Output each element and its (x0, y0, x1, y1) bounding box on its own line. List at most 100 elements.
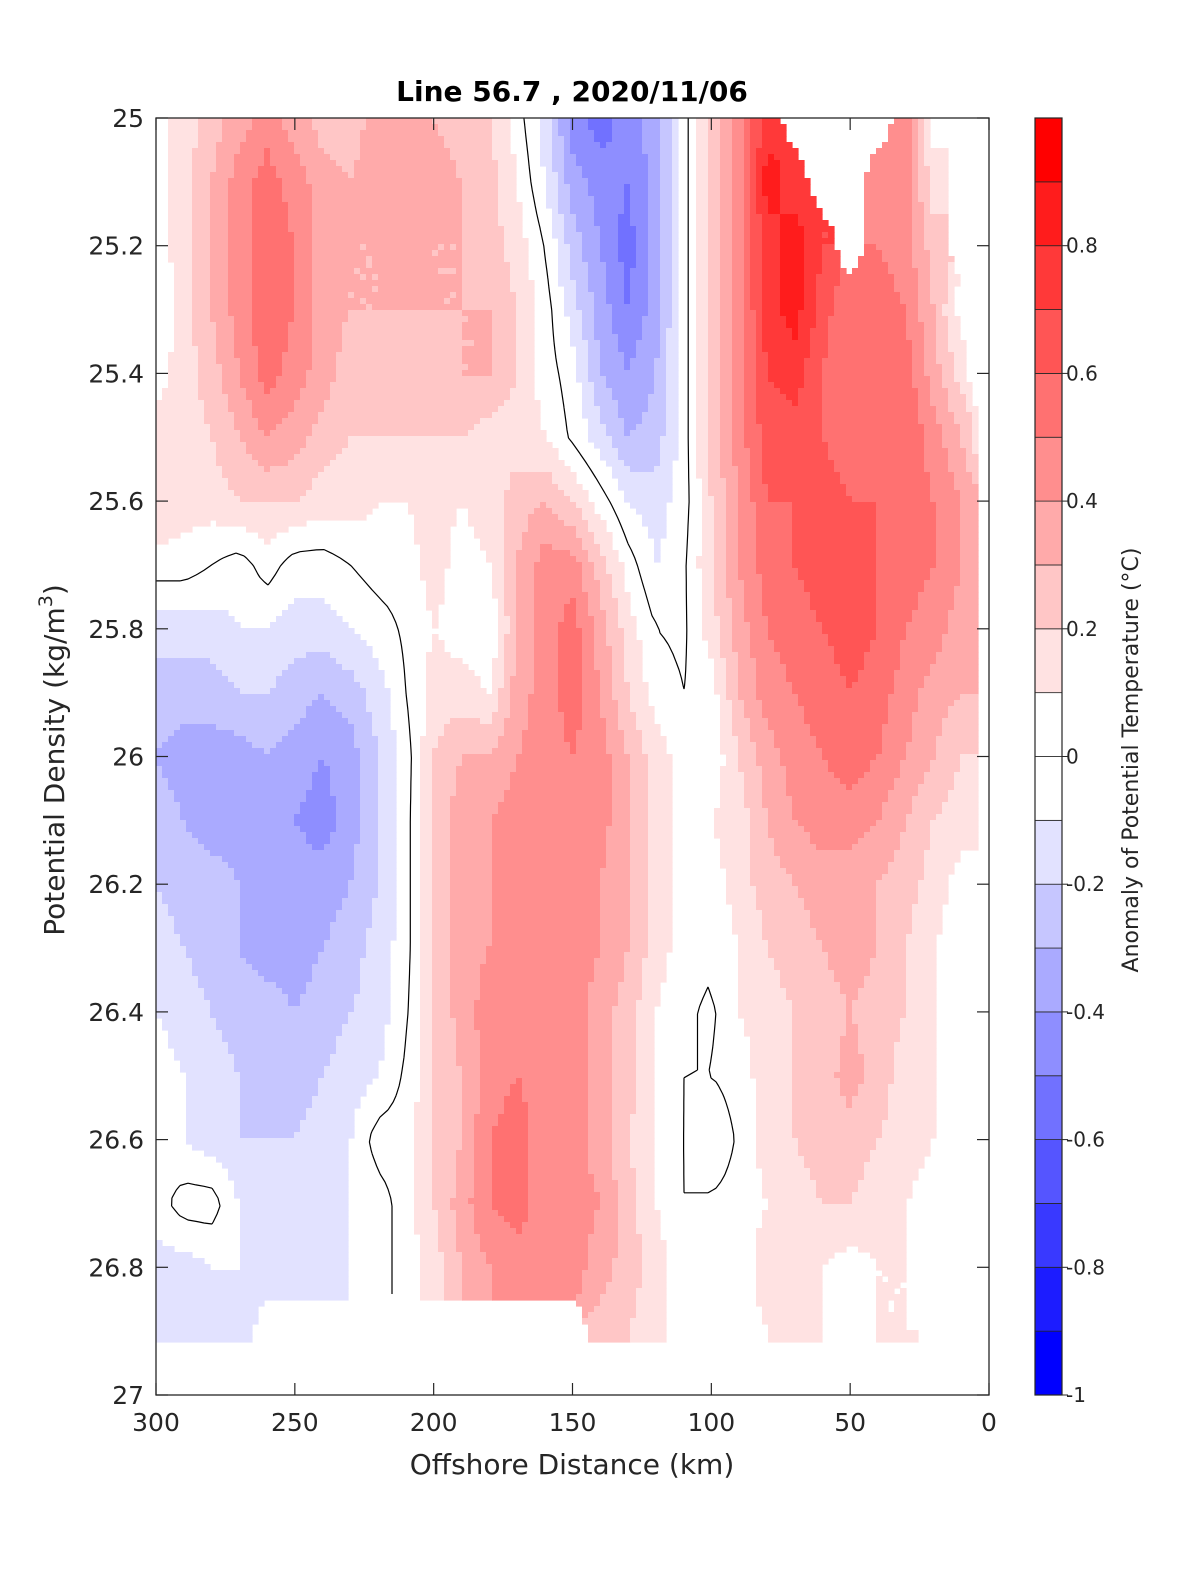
contour-band (450, 850, 493, 857)
contour-band (582, 634, 595, 641)
contour-band (642, 730, 661, 737)
contour-band (630, 778, 649, 785)
contour-band (972, 442, 979, 449)
contour-band (180, 802, 301, 809)
contour-band (252, 298, 295, 305)
contour-band (720, 166, 733, 173)
contour-band (756, 388, 781, 395)
contour-band (660, 286, 673, 293)
contour-band (696, 160, 709, 167)
contour-band (792, 1018, 847, 1025)
contour-band (444, 1258, 463, 1265)
contour-band (558, 694, 583, 701)
contour-band (480, 544, 505, 551)
contour-band (792, 1054, 841, 1061)
contour-band (912, 238, 925, 245)
contour-band (972, 472, 979, 479)
contour-band (750, 286, 763, 293)
contour-band (588, 268, 607, 275)
contour-band (738, 934, 763, 941)
contour-band (876, 1312, 907, 1319)
contour-band (720, 850, 751, 857)
contour-band (156, 1246, 175, 1253)
contour-band (564, 304, 577, 311)
contour-band (600, 544, 613, 551)
contour-band (666, 358, 679, 365)
contour-band (366, 688, 391, 695)
contour-band (954, 412, 973, 419)
contour-band (174, 328, 193, 335)
contour-band (462, 1276, 493, 1283)
contour-band (510, 700, 529, 707)
contour-band (792, 550, 877, 557)
contour-band (624, 670, 643, 677)
contour-band (354, 166, 457, 173)
contour-band (864, 1162, 925, 1169)
contour-band (540, 124, 553, 131)
contour-band (336, 808, 361, 815)
contour-band (606, 280, 625, 287)
contour-band (588, 346, 601, 353)
contour-band (432, 754, 463, 761)
contour-band (720, 334, 733, 341)
contour-band (564, 490, 589, 497)
contour-band (930, 256, 955, 263)
contour-band (612, 304, 649, 311)
contour-band (492, 148, 511, 155)
contour-band (534, 628, 559, 635)
contour-band (630, 1114, 655, 1121)
contour-band (558, 658, 583, 665)
contour-band (456, 1036, 481, 1043)
contour-band (888, 124, 913, 131)
contour-band (156, 526, 193, 533)
contour-band (450, 916, 493, 923)
contour-band (534, 580, 583, 587)
contour-band (174, 280, 193, 287)
contour-band (756, 1288, 823, 1295)
contour-band (360, 790, 379, 797)
contour-band (414, 1156, 433, 1163)
contour-band (420, 568, 445, 575)
contour-band (510, 616, 517, 623)
contour-band (462, 1114, 475, 1121)
contour-band (570, 130, 595, 137)
contour-band (876, 610, 913, 617)
contour-band (504, 724, 529, 731)
contour-band (714, 658, 727, 665)
contour-band (294, 304, 313, 311)
contour-band (612, 1060, 637, 1067)
contour-band (756, 160, 769, 167)
contour-band (756, 148, 799, 155)
contour-band (558, 238, 565, 245)
contour-band (474, 1024, 589, 1031)
contour-band (630, 898, 649, 905)
contour-band (240, 1246, 349, 1253)
contour-band (744, 160, 751, 167)
contour-band (708, 412, 721, 419)
contour-band (342, 328, 463, 335)
contour-band (168, 370, 199, 377)
contour-band (504, 232, 523, 239)
contour-band (156, 874, 235, 881)
contour-band (696, 136, 709, 143)
contour-band (756, 382, 775, 389)
contour-band (168, 250, 193, 257)
contour-band (456, 268, 463, 275)
contour-band (504, 592, 517, 599)
contour-band (300, 496, 505, 503)
contour-band (612, 310, 649, 317)
contour-band (462, 1144, 475, 1151)
contour-band (666, 424, 679, 431)
contour-band (906, 826, 931, 833)
contour-band (636, 424, 667, 431)
contour-band (612, 1168, 637, 1175)
contour-band (198, 358, 217, 365)
contour-band (498, 1210, 529, 1217)
contour-band (594, 292, 607, 299)
contour-band (762, 280, 781, 287)
contour-band (318, 694, 325, 701)
contour-band (240, 496, 301, 503)
contour-band (750, 634, 769, 641)
contour-band (660, 256, 673, 263)
contour-band (630, 682, 649, 689)
